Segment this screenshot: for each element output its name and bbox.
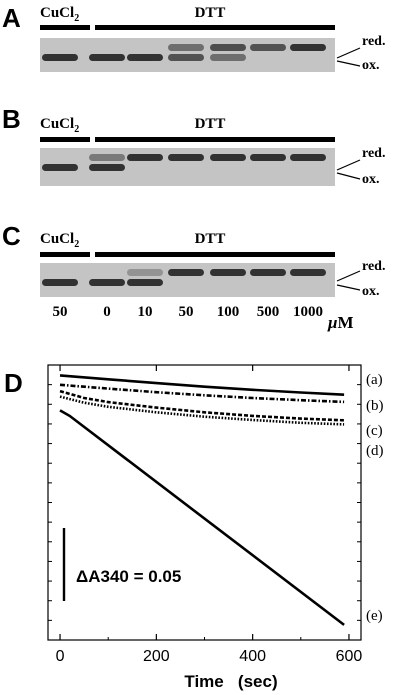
series-label: (d) [366,443,384,459]
x-tick-label: 200 [143,648,170,665]
series-line [59,395,345,426]
ox-pointer [336,172,361,180]
oxidized-band [42,54,78,61]
red-label: red. [362,259,385,274]
reduced-band [210,154,246,161]
gel-lanes [42,154,326,171]
red-pointer [336,159,361,171]
ox-pointer [336,60,361,67]
scale-bar-label: ΔA340 = 0.05 [76,567,181,586]
oxidized-band [127,279,163,286]
ox-label: ox. [362,284,380,299]
conc-label: 50 [179,304,194,320]
dtt-label: DTT [195,231,226,247]
cucl2-bar [40,252,90,257]
series-label: (b) [366,398,384,414]
oxidized-band [210,54,246,61]
gel-lanes [42,269,326,286]
gel-membrane [40,148,335,186]
oxidized-band [89,279,125,286]
dtt-label: DTT [195,5,226,21]
reduced-band [89,154,125,161]
plot-frame [47,364,362,641]
ox-pointer [336,284,361,291]
series-line [59,374,345,396]
cucl2-label: CuCl2 [40,231,79,250]
red-pointer [336,270,361,282]
dtt-bar [95,25,335,30]
reduced-band [127,269,163,276]
reduced-band [290,44,326,51]
oxidized-band [127,54,163,61]
ox-label: ox. [362,58,380,73]
oxidized-band [168,54,204,61]
dtt-bar [95,252,335,257]
x-tick-label: 600 [336,648,363,665]
series-line [59,389,345,422]
conc-label: 1000 [293,304,323,320]
conc-label: 0 [103,304,111,320]
axis-ticks: 0 200 400 600 [48,365,362,665]
gel-lanes [42,44,326,61]
red-label: red. [362,34,385,49]
x-tick-label: 400 [239,648,266,665]
concentration-labels: 50 0 10 50 100 500 1000 μM [53,304,354,332]
series-label: (a) [366,372,383,388]
reduced-band [290,154,326,161]
reduced-band [168,269,204,276]
reduced-band [250,44,286,51]
reduced-band [290,269,326,276]
oxidized-band [42,164,78,171]
series-line [59,409,345,626]
series-line [59,383,345,404]
cucl2-bar [40,25,90,30]
cucl2-bar [40,137,90,142]
reduced-band [250,154,286,161]
reduced-band [168,154,204,161]
dtt-bar [95,137,335,142]
panel-letter-d: D [4,368,23,398]
panel-letter-a: A [2,3,21,33]
gel-panel-b: B CuCl2 DTT red. ox. [2,104,385,187]
x-tick-label: 0 [56,648,65,665]
dtt-label: DTT [195,116,226,132]
data-series [59,374,345,626]
cucl2-label: CuCl2 [40,5,79,24]
series-label: (c) [366,423,383,439]
reduced-band [210,44,246,51]
cucl2-label: CuCl2 [40,116,79,135]
conc-unit: μM [327,313,354,332]
reduced-band [127,154,163,161]
conc-label: 500 [257,304,280,320]
ox-label: ox. [362,172,380,187]
reduced-band [168,44,204,51]
gel-panel-a: A CuCl2 DTT red. ox. [2,3,385,73]
oxidized-band [89,164,125,171]
red-label: red. [362,146,385,161]
gel-membrane [40,263,335,297]
gel-panel-c: C CuCl2 DTT red. ox. [2,221,385,299]
conc-label: 50 [53,304,68,320]
oxidized-band [89,54,125,61]
series-label: (e) [366,608,383,624]
reduced-band [250,269,286,276]
reduced-band [210,269,246,276]
absorbance-plot: D 0 200 400 600 (a) (b) (c) (d) (e) ΔA340 = 0.0… [4,364,384,691]
red-pointer [336,47,361,59]
oxidized-band [42,279,78,286]
conc-label: 10 [138,304,153,320]
panel-letter-c: C [2,221,21,251]
x-axis-title: Time (sec) [184,672,277,691]
series-labels: (a) (b) (c) (d) (e) [366,372,384,624]
conc-label: 100 [217,304,240,320]
panel-letter-b: B [2,104,21,134]
